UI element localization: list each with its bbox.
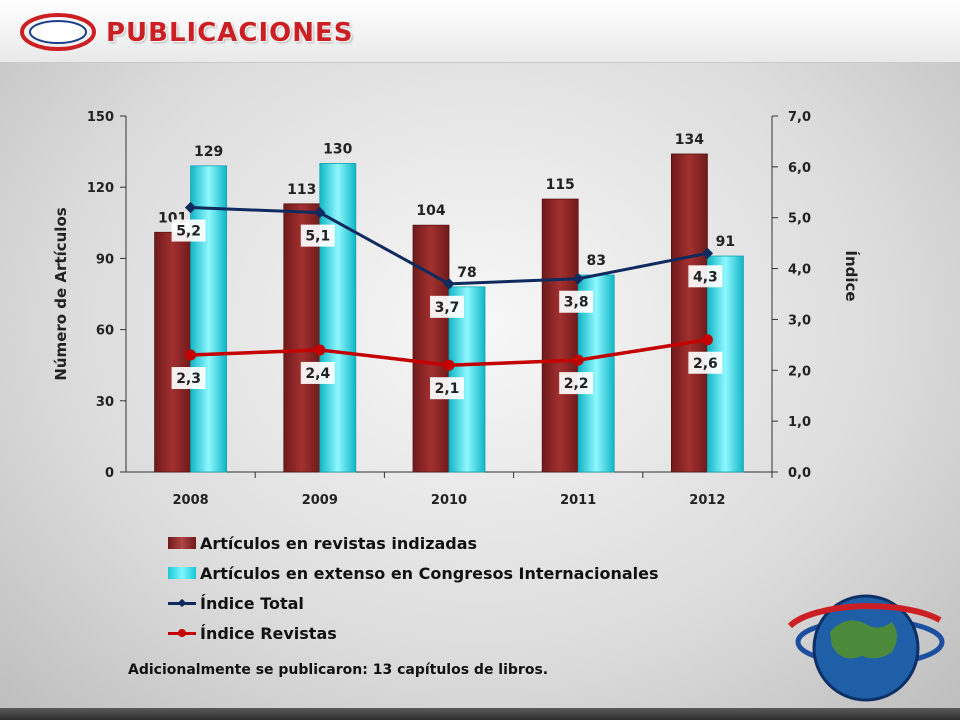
y2-tick-label: 1,0 [788,415,811,430]
point-indice-total [701,247,714,259]
page-title: PUBLICACIONES [106,18,354,48]
bottom-strip [0,708,960,720]
y2-axis-title: Índice [842,250,861,301]
legend-label: Artículos en extenso en Congresos Intern… [200,563,659,583]
legend-label: Artículos en revistas indizadas [200,533,478,553]
legend-item-indice-total: Índice Total [168,588,658,618]
line-value-label: 2,2 [564,376,589,392]
legend-swatch-line2 [168,628,196,637]
value-label-box [171,219,206,242]
bar-value-label: 104 [416,203,445,219]
legend-item-revistas-indizadas: Artículos en revistas indizadas [168,528,658,558]
value-label-box [688,351,723,374]
value-label-box [559,372,594,395]
bar-value-label: 134 [675,132,704,148]
bar-revistas [671,153,708,473]
y-tick-label: 0 [105,466,114,481]
bar-revistas [154,231,192,473]
bar-value-label: 130 [323,141,352,157]
y-tick-label: 30 [96,395,114,410]
value-label-box [688,265,723,288]
value-label-box [300,224,335,247]
point-indice-total [443,278,455,290]
legend-swatch-line1 [168,601,196,605]
bar-value-label: 91 [716,234,735,250]
line-value-label: 2,3 [176,371,201,387]
y2-tick-label: 5,0 [788,212,811,227]
y-tick-label: 150 [87,110,114,125]
bar-value-label: 78 [457,265,476,281]
y2-tick-label: 3,0 [788,313,811,328]
bar-revistas [541,198,579,473]
value-label-box [559,290,594,313]
globe-illustration [787,594,945,702]
y2-tick-label: 0,0 [788,466,811,481]
value-label-box [430,377,464,400]
line-value-label: 5,1 [305,229,330,245]
x-tick-label: 2012 [689,493,725,508]
y2-tick-label: 6,0 [788,161,811,176]
y-axis-title: Número de Artículos [52,207,70,380]
bar-revistas [283,203,321,473]
header-band [0,0,960,63]
x-tick-label: 2010 [431,493,467,508]
legend-swatch-bar1 [168,537,196,549]
y-tick-label: 120 [87,181,114,196]
line-value-label: 4,3 [693,269,718,285]
legend-label: Índice Total [200,593,304,613]
y2-tick-label: 2,0 [788,364,811,379]
bar-value-label: 83 [586,253,605,269]
line-value-label: 2,6 [693,356,718,372]
value-label-box [430,295,464,318]
bar-value-label: 113 [287,182,316,198]
point-indice-revistas [314,344,326,356]
y-tick-label: 90 [96,252,114,267]
line-value-label: 3,7 [435,300,460,316]
legend-item-indice-revistas: Índice Revistas [168,618,658,648]
bar-revistas [412,224,450,473]
legend-swatch-bar2 [168,567,196,579]
bar-congresos [319,163,357,473]
line-value-label: 3,8 [564,295,589,311]
point-indice-revistas [185,349,197,361]
footnote: Adicionalmente se publicaron: 13 capítul… [128,662,549,678]
bar-value-label: 115 [546,177,575,193]
line-value-label: 5,2 [176,224,201,240]
value-label-box [171,367,206,390]
cimav-logo [20,13,96,51]
y2-tick-label: 7,0 [788,110,811,125]
point-indice-revistas [701,334,713,346]
point-indice-total [314,206,326,219]
x-tick-label: 2011 [560,493,596,508]
legend-label: Índice Revistas [200,623,337,643]
point-indice-total [572,273,584,285]
bar-value-label: 129 [194,144,223,160]
chart-legend: Artículos en revistas indizadas Artículo… [168,528,658,648]
line-value-label: 2,4 [305,366,330,382]
bar-congresos [190,165,228,473]
y-tick-label: 60 [96,324,114,339]
x-tick-label: 2008 [173,493,209,508]
y2-tick-label: 4,0 [788,263,811,278]
value-label-box [300,361,335,384]
legend-item-congresos: Artículos en extenso en Congresos Intern… [168,558,658,588]
line-value-label: 2,1 [435,381,460,397]
point-indice-total [184,201,197,214]
point-indice-revistas [572,354,584,366]
point-indice-revistas [443,359,455,371]
x-tick-label: 2009 [302,493,338,508]
